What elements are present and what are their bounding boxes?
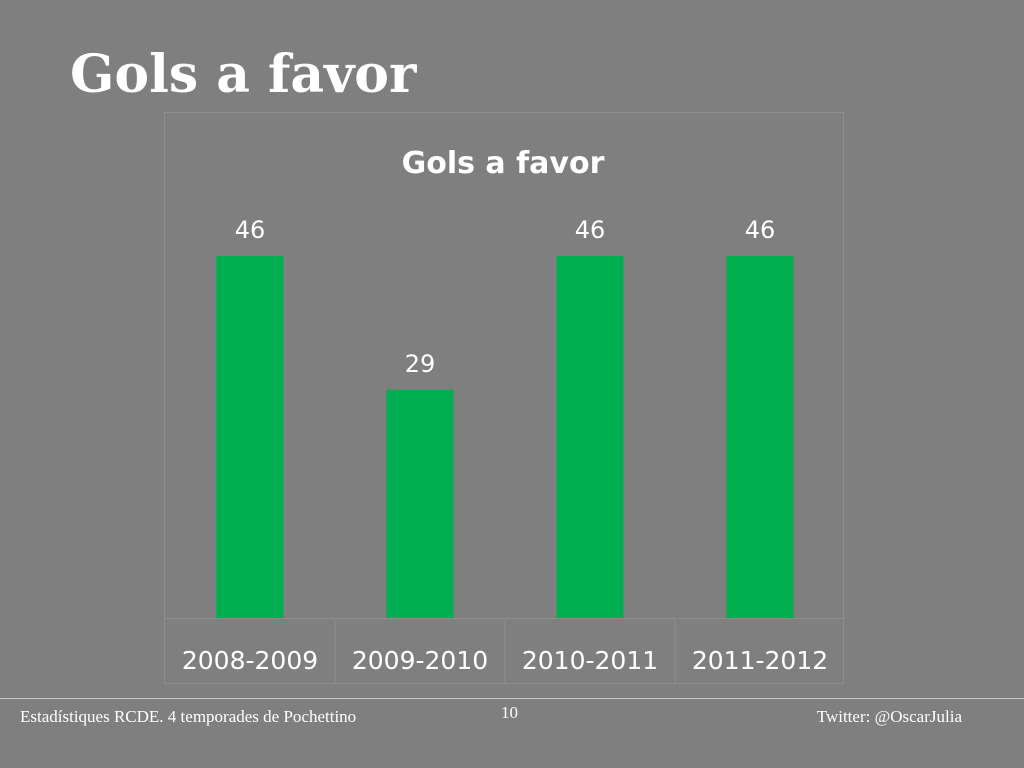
bar-2008-2009 bbox=[216, 256, 284, 618]
data-label-2009-2010: 29 bbox=[405, 350, 436, 378]
data-label-2011-2012: 46 bbox=[745, 216, 776, 244]
bar-2011-2012 bbox=[726, 256, 794, 618]
category-label-2009-2010: 2009-2010 bbox=[352, 646, 488, 675]
bar-2010-2011 bbox=[556, 256, 624, 618]
bar-2009-2010 bbox=[386, 389, 454, 618]
bar-chart: Gols a favor 46 29 46 46 2008-2009 2009-2010… bbox=[165, 146, 845, 685]
data-label-2008-2009: 46 bbox=[235, 216, 266, 244]
category-label-2008-2009: 2008-2009 bbox=[182, 646, 318, 675]
category-label-2010-2011: 2010-2011 bbox=[522, 646, 658, 675]
footer-caption: Estadístiques RCDE. 4 temporades de Poch… bbox=[20, 707, 357, 726]
footer-twitter-handle: Twitter: @OscarJulia bbox=[816, 707, 962, 726]
page-number: 10 bbox=[501, 703, 518, 722]
chart-title: Gols a favor bbox=[402, 146, 605, 181]
category-label-2011-2012: 2011-2012 bbox=[692, 646, 828, 675]
footer-divider bbox=[0, 698, 1024, 699]
data-label-2010-2011: 46 bbox=[575, 216, 606, 244]
chart-area: Gols a favor 46 29 46 46 2008-2009 2009-2010… bbox=[164, 112, 845, 685]
slide-title: Gols a favor bbox=[70, 44, 417, 105]
